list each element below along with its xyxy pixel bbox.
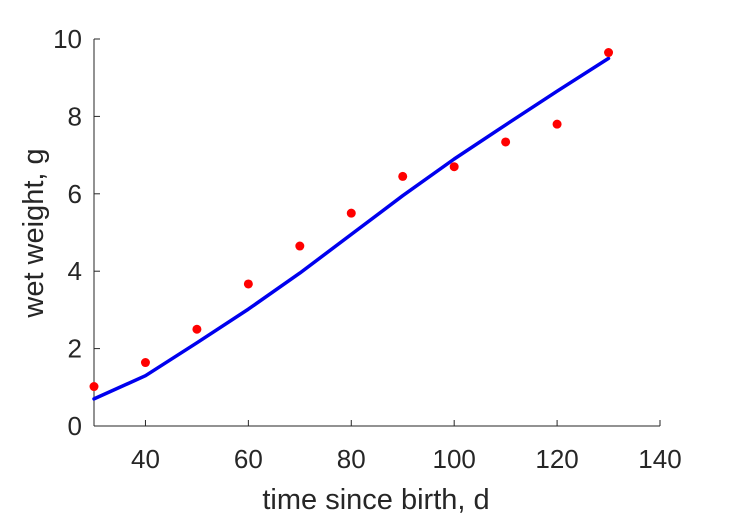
x-axis: 40 60 80 100 120 140 xyxy=(94,420,682,474)
x-tick-label: 100 xyxy=(432,444,475,474)
data-point xyxy=(243,279,253,289)
data-point xyxy=(449,162,459,172)
y-axis: 0 2 4 6 8 10 xyxy=(53,24,100,441)
x-tick-label: 80 xyxy=(337,444,366,474)
model-curve xyxy=(92,56,611,401)
x-tick-label: 40 xyxy=(131,444,160,474)
data-point xyxy=(604,48,614,58)
data-point xyxy=(295,241,305,251)
x-tick-label: 120 xyxy=(535,444,578,474)
y-tick-label: 6 xyxy=(68,179,82,209)
y-tick-label: 8 xyxy=(68,101,82,131)
x-tick-label: 140 xyxy=(638,444,681,474)
x-axis-label: time since birth, d xyxy=(262,484,489,516)
y-tick-label: 0 xyxy=(68,411,82,441)
data-point xyxy=(501,137,511,147)
data-point xyxy=(192,324,202,334)
y-tick-label: 4 xyxy=(68,256,82,286)
data-point xyxy=(140,358,150,368)
y-axis-label: wet weight, g xyxy=(18,148,50,318)
x-tick-label: 60 xyxy=(234,444,263,474)
plot-series xyxy=(89,48,614,401)
y-tick-label: 10 xyxy=(53,24,82,54)
data-point xyxy=(89,382,99,392)
data-point xyxy=(398,171,408,181)
data-point xyxy=(346,208,356,218)
y-tick-label: 2 xyxy=(68,334,82,364)
data-point xyxy=(552,119,562,129)
